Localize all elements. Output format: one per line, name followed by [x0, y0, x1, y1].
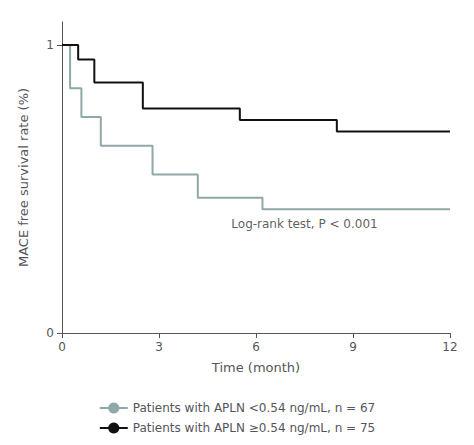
svg-text:12: 12 — [442, 340, 457, 354]
svg-text:MACE free survival rate (%): MACE free survival rate (%) — [16, 88, 31, 267]
svg-text:9: 9 — [349, 340, 357, 354]
svg-text:Log-rank test, P < 0.001: Log-rank test, P < 0.001 — [231, 217, 377, 231]
svg-text:1: 1 — [46, 38, 54, 52]
svg-text:0: 0 — [46, 326, 54, 340]
svg-text:Patients with APLN <0.54 ng/mL: Patients with APLN <0.54 ng/mL, n = 67 — [133, 401, 375, 415]
svg-text:Time (month): Time (month) — [211, 360, 300, 375]
svg-text:Patients with APLN ≥0.54 ng/mL: Patients with APLN ≥0.54 ng/mL, n = 75 — [133, 421, 375, 435]
svg-text:3: 3 — [155, 340, 163, 354]
svg-text:6: 6 — [252, 340, 260, 354]
svg-text:0: 0 — [58, 340, 66, 354]
